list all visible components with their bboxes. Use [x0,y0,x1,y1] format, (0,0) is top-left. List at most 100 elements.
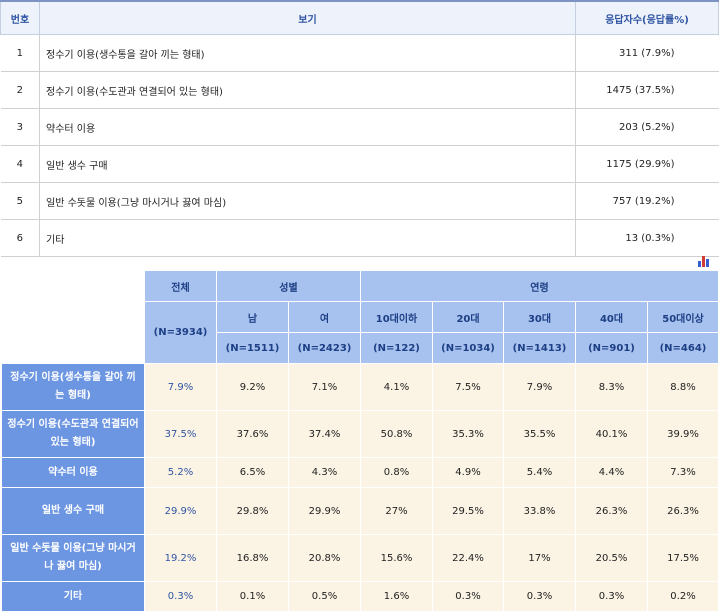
value-cell: 22.4% [432,534,504,582]
cross-row: 약수터 이용 5.2% 6.5% 4.3% 0.8% 4.9% 5.4% 4.4% 7.3% [1,457,719,488]
value-cell: 20.8% [288,534,361,582]
value-cell: 0.3% [575,581,648,612]
header-total: 전체 [144,270,217,302]
option-responses: 203 (5.2%) [575,108,719,146]
cross-tab-table: 전체 성별 연령 (N=3934) 남 여 10대이하 20대 30대 40대 50대이상 … [1,270,719,612]
value-cell: 29.9% [288,487,361,535]
value-cell: 39.9% [647,410,719,458]
column-label: 여 [288,301,361,333]
row-label: 일반 생수 구매 [1,487,145,535]
option-label: 약수터 이용 [39,108,576,146]
column-label: 30대 [503,301,576,333]
column-n: (N=122) [360,332,433,364]
option-responses: 1175 (29.9%) [575,145,719,183]
value-cell: 5.4% [503,457,576,488]
value-cell: 50.8% [360,410,433,458]
total-cell: 29.9% [144,487,217,535]
option-responses: 13 (0.3%) [575,219,719,257]
bar-chart-icon[interactable] [697,255,711,267]
value-cell: 0.2% [647,581,719,612]
option-row: 1 정수기 이용(생수통을 갈아 끼는 형태) 311 (7.9%) [0,34,719,72]
column-label: 남 [216,301,289,333]
value-cell: 0.3% [503,581,576,612]
option-number: 6 [0,219,40,257]
value-cell: 0.1% [216,581,289,612]
column-label: 10대이하 [360,301,433,333]
value-cell: 9.2% [216,363,289,411]
option-responses: 311 (7.9%) [575,34,719,72]
option-number: 4 [0,145,40,183]
value-cell: 8.3% [575,363,648,411]
value-cell: 1.6% [360,581,433,612]
column-n: (N=1034) [432,332,504,364]
cross-row: 정수기 이용(생수통을 갈아 끼는 형태) 7.9% 9.2% 7.1% 4.1% 7.5… [1,363,719,411]
option-responses: 1475 (37.5%) [575,71,719,109]
column-n: (N=1511) [216,332,289,364]
value-cell: 35.5% [503,410,576,458]
cross-row: 기타 0.3% 0.1% 0.5% 1.6% 0.3% 0.3% 0.3% 0.2% [1,581,719,612]
value-cell: 4.9% [432,457,504,488]
option-label: 기타 [39,219,576,257]
value-cell: 15.6% [360,534,433,582]
option-label: 정수기 이용(생수통을 갈아 끼는 형태) [39,34,576,72]
column-label: 40대 [575,301,648,333]
value-cell: 29.8% [216,487,289,535]
option-label: 일반 수돗물 이용(그냥 마시거나 끓여 마심) [39,182,576,220]
column-n: (N=901) [575,332,648,364]
value-cell: 7.1% [288,363,361,411]
value-cell: 37.6% [216,410,289,458]
header-gender: 성별 [216,270,361,302]
row-label: 기타 [1,581,145,612]
value-cell: 6.5% [216,457,289,488]
option-number: 1 [0,34,40,72]
option-number: 2 [0,71,40,109]
value-cell: 7.9% [503,363,576,411]
option-row: 2 정수기 이용(수도관과 연결되어 있는 형태) 1475 (37.5%) [0,71,719,109]
row-label: 정수기 이용(생수통을 갈아 끼는 형태) [1,363,145,411]
value-cell: 26.3% [575,487,648,535]
row-label: 정수기 이용(수도관과 연결되어 있는 형태) [1,410,145,458]
column-label: 20대 [432,301,504,333]
total-cell: 5.2% [144,457,217,488]
option-number: 3 [0,108,40,146]
value-cell: 4.3% [288,457,361,488]
option-row: 6 기타 13 (0.3%) [0,219,719,257]
column-label: 50대이상 [647,301,719,333]
value-cell: 17.5% [647,534,719,582]
option-row: 4 일반 생수 구매 1175 (29.9%) [0,145,719,183]
value-cell: 37.4% [288,410,361,458]
header-option: 보기 [39,0,576,35]
cross-row: 일반 생수 구매 29.9% 29.8% 29.9% 27% 29.5% 33.8% 26.3… [1,487,719,535]
value-cell: 27% [360,487,433,535]
cross-row: 정수기 이용(수도관과 연결되어 있는 형태) 37.5% 37.6% 37.4% 50… [1,410,719,458]
value-cell: 7.5% [432,363,504,411]
total-cell: 19.2% [144,534,217,582]
value-cell: 0.3% [432,581,504,612]
value-cell: 20.5% [575,534,648,582]
value-cell: 26.3% [647,487,719,535]
option-label: 일반 생수 구매 [39,145,576,183]
total-cell: 7.9% [144,363,217,411]
total-cell: 37.5% [144,410,217,458]
option-row: 3 약수터 이용 203 (5.2%) [0,108,719,146]
option-label: 정수기 이용(수도관과 연결되어 있는 형태) [39,71,576,109]
column-n: (N=1413) [503,332,576,364]
header-responses: 응답자수(응답률%) [575,0,719,35]
header-no: 번호 [0,0,40,35]
cross-row: 일반 수돗물 이용(그냥 마시거나 끓여 마심) 19.2% 16.8% 20.8% 1… [1,534,719,582]
value-cell: 4.1% [360,363,433,411]
value-cell: 35.3% [432,410,504,458]
column-n: (N=464) [647,332,719,364]
value-cell: 8.8% [647,363,719,411]
value-cell: 29.5% [432,487,504,535]
value-cell: 0.8% [360,457,433,488]
option-number: 5 [0,182,40,220]
corner-blank [1,270,145,364]
option-row: 5 일반 수돗물 이용(그냥 마시거나 끓여 마심) 757 (19.2%) [0,182,719,220]
options-header-row: 번호 보기 응답자수(응답률%) [0,0,719,35]
column-n: (N=2423) [288,332,361,364]
value-cell: 0.5% [288,581,361,612]
row-label: 일반 수돗물 이용(그냥 마시거나 끓여 마심) [1,534,145,582]
row-label: 약수터 이용 [1,457,145,488]
value-cell: 33.8% [503,487,576,535]
